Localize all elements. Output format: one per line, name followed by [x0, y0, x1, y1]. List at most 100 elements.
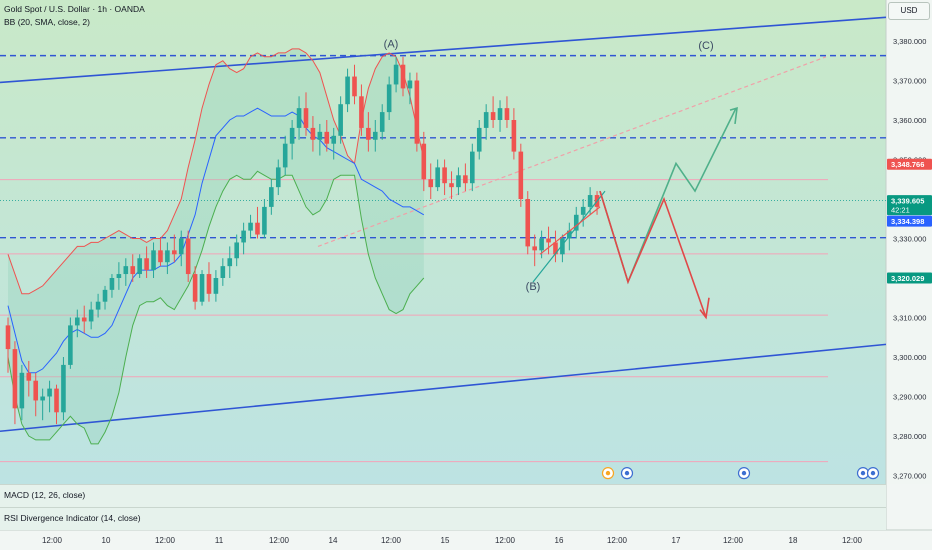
- candle[interactable]: [379, 112, 385, 132]
- candle[interactable]: [407, 80, 413, 89]
- candle[interactable]: [442, 167, 447, 184]
- candle[interactable]: [5, 325, 11, 350]
- candle[interactable]: [587, 195, 593, 207]
- candle[interactable]: [165, 250, 170, 263]
- candle[interactable]: [463, 175, 468, 184]
- candle[interactable]: [109, 278, 115, 290]
- bearish-projection[interactable]: [599, 190, 707, 318]
- candle[interactable]: [255, 222, 260, 235]
- candle[interactable]: [366, 127, 371, 140]
- candle[interactable]: [573, 214, 579, 231]
- candle[interactable]: [75, 317, 80, 326]
- candle[interactable]: [102, 289, 108, 302]
- candle[interactable]: [88, 309, 94, 322]
- candle[interactable]: [324, 131, 330, 144]
- macd-pane[interactable]: MACD (12, 26, close): [0, 484, 886, 507]
- time-tick-label: 12:00: [842, 536, 863, 545]
- candle[interactable]: [248, 222, 253, 231]
- candle[interactable]: [532, 246, 537, 251]
- candle[interactable]: [518, 151, 524, 199]
- candle[interactable]: [199, 274, 205, 302]
- candle[interactable]: [227, 258, 233, 267]
- candle[interactable]: [414, 80, 420, 144]
- candle[interactable]: [393, 64, 399, 85]
- candle[interactable]: [345, 76, 350, 105]
- candle[interactable]: [116, 274, 122, 278]
- candle[interactable]: [81, 317, 87, 322]
- candle[interactable]: [213, 278, 219, 294]
- candle[interactable]: [296, 108, 302, 128]
- candle[interactable]: [303, 108, 309, 128]
- candle[interactable]: [525, 199, 531, 247]
- candle[interactable]: [158, 250, 163, 263]
- candle[interactable]: [47, 388, 52, 397]
- candle[interactable]: [539, 238, 544, 251]
- wedge-line: [539, 206, 601, 255]
- candle[interactable]: [504, 108, 510, 120]
- candle[interactable]: [553, 242, 558, 255]
- candle[interactable]: [19, 372, 25, 409]
- candle[interactable]: [580, 206, 586, 215]
- channel-upper-line[interactable]: [0, 16, 887, 84]
- candle[interactable]: [352, 76, 357, 97]
- candle[interactable]: [241, 230, 246, 243]
- candle[interactable]: [456, 175, 461, 188]
- candle[interactable]: [421, 143, 427, 180]
- candle[interactable]: [172, 250, 177, 255]
- candle[interactable]: [26, 372, 32, 381]
- candle[interactable]: [262, 206, 267, 235]
- rsi-pane[interactable]: RSI Divergence Indicator (14, close): [0, 507, 886, 530]
- time-tick-label: 12:00: [155, 536, 176, 545]
- candle[interactable]: [95, 301, 101, 310]
- candle[interactable]: [185, 238, 191, 275]
- candle[interactable]: [497, 108, 503, 120]
- candle[interactable]: [33, 380, 39, 401]
- candle[interactable]: [359, 96, 364, 128]
- candle[interactable]: [511, 120, 517, 152]
- candle[interactable]: [192, 274, 198, 302]
- candle[interactable]: [234, 242, 239, 259]
- candle[interactable]: [275, 167, 281, 188]
- candle[interactable]: [428, 179, 434, 188]
- candle[interactable]: [123, 266, 129, 275]
- price-scale[interactable]: [886, 0, 932, 484]
- time-tick-label: 14: [329, 536, 338, 545]
- candle[interactable]: [490, 112, 496, 120]
- candle[interactable]: [289, 127, 295, 144]
- candle[interactable]: [178, 238, 184, 255]
- candle[interactable]: [331, 135, 337, 144]
- candle[interactable]: [386, 84, 392, 113]
- candle[interactable]: [206, 274, 212, 294]
- countdown-label: 42:21: [891, 206, 910, 215]
- candle[interactable]: [54, 388, 59, 413]
- currency-button[interactable]: USD: [888, 2, 930, 20]
- candle[interactable]: [317, 131, 323, 140]
- candle[interactable]: [435, 167, 440, 188]
- candle[interactable]: [220, 266, 226, 278]
- candle[interactable]: [476, 127, 482, 152]
- time-axis[interactable]: [0, 530, 932, 550]
- candle[interactable]: [449, 183, 454, 188]
- candle[interactable]: [372, 131, 378, 140]
- candle[interactable]: [546, 238, 551, 243]
- candle[interactable]: [310, 127, 316, 140]
- candle[interactable]: [40, 396, 45, 401]
- candle[interactable]: [567, 230, 572, 239]
- candle[interactable]: [400, 64, 406, 89]
- candle[interactable]: [269, 187, 274, 207]
- event-flag-dot: [870, 470, 876, 476]
- candle[interactable]: [137, 258, 142, 275]
- candle[interactable]: [61, 364, 66, 413]
- candle[interactable]: [282, 143, 288, 168]
- candle[interactable]: [144, 258, 149, 271]
- candle[interactable]: [338, 104, 343, 136]
- channel-lower-line[interactable]: [0, 343, 887, 433]
- candle[interactable]: [470, 151, 475, 184]
- candle[interactable]: [483, 112, 489, 128]
- candle[interactable]: [130, 266, 136, 275]
- candle[interactable]: [560, 238, 565, 255]
- candle[interactable]: [151, 250, 156, 271]
- candle[interactable]: [68, 325, 73, 365]
- candle[interactable]: [12, 349, 18, 409]
